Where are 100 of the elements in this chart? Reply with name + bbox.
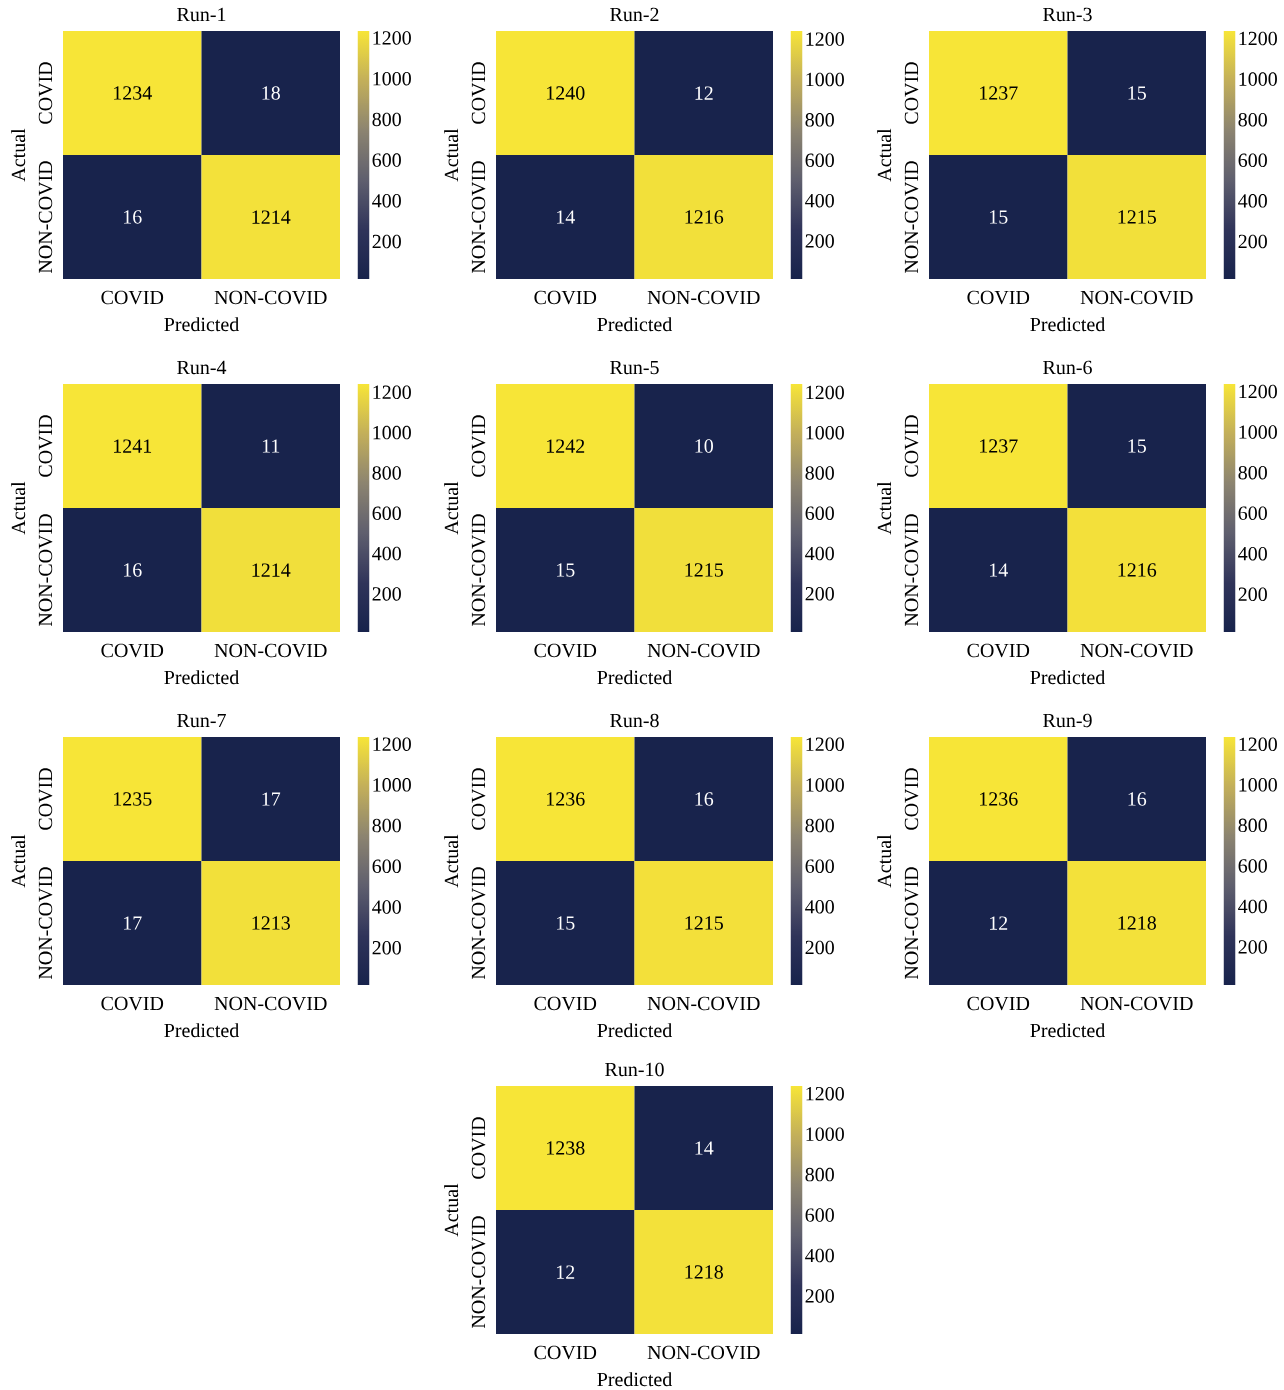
y-axis-title: Actual (877, 481, 892, 535)
x-tick-label: NON-COVID (647, 996, 760, 1011)
color-bar-label: 800 (1238, 112, 1267, 127)
color-bar-label: 400 (1238, 194, 1267, 208)
color-bar-label: 1200 (373, 737, 411, 751)
x-tick-label: NON-COVID (647, 290, 760, 305)
x-axis-title: Predicted (164, 1023, 240, 1038)
color-bar-label: 400 (1238, 546, 1267, 561)
color-bar-label: 1200 (806, 32, 844, 46)
y-axis-title: Actual (444, 481, 459, 535)
color-bar-label: 1200 (806, 1086, 844, 1101)
y-axis-title: Actual (444, 834, 459, 888)
chart-title: Run-10 (605, 1062, 664, 1077)
color-bar-label: 1000 (1239, 72, 1277, 86)
x-axis-title: Predicted (1030, 670, 1106, 685)
x-axis-title: Predicted (164, 317, 240, 332)
color-bar-label: 1200 (373, 385, 411, 400)
x-tick-label: COVID (967, 996, 1030, 1011)
x-tick-label: COVID (534, 290, 597, 305)
color-bar-label: 200 (1238, 940, 1267, 954)
data-label: 15 (990, 210, 1008, 224)
data-label: 16 (695, 792, 714, 806)
data-label: 1237 (980, 86, 1018, 100)
y-tick-label: COVID (471, 768, 486, 830)
color-bar-label: 800 (1238, 818, 1267, 833)
color-bar-label: 800 (372, 112, 401, 127)
color-bar-label: 1000 (806, 425, 844, 440)
color-bar-label: 800 (1238, 465, 1267, 480)
data-label: 1218 (685, 1265, 723, 1279)
color-bar-label: 600 (372, 859, 401, 874)
color-bar-label: 200 (372, 234, 401, 249)
data-label: 1234 (114, 86, 152, 100)
data-label: 11 (262, 439, 280, 453)
color-bar-label: 1000 (373, 71, 411, 86)
y-axis-title: Actual (11, 834, 26, 888)
color-bar-label: 1000 (1239, 425, 1277, 439)
color-bar-label: 1200 (1239, 384, 1277, 399)
y-axis-title: Actual (11, 481, 26, 535)
y-axis-title: Actual (11, 128, 26, 182)
color-bar-label: 1000 (373, 778, 411, 792)
color-bar-label: 1000 (806, 778, 844, 792)
color-bar-label: 200 (805, 940, 834, 955)
y-tick-label: COVID (904, 768, 919, 830)
data-label: 1236 (547, 792, 585, 806)
x-axis-title: Predicted (597, 1372, 673, 1387)
data-label: 17 (262, 792, 281, 806)
x-axis-title: Predicted (597, 670, 673, 685)
data-label: 1214 (252, 210, 291, 224)
x-tick-label: NON-COVID (647, 643, 760, 658)
data-label: 16 (1128, 792, 1147, 806)
color-bar-label: 1000 (1239, 778, 1277, 792)
data-label: 1240 (547, 86, 585, 100)
data-label: 1236 (980, 792, 1018, 806)
y-tick-label: COVID (38, 768, 53, 830)
x-tick-label: COVID (967, 643, 1030, 658)
x-tick-label: COVID (967, 290, 1030, 305)
x-tick-label: NON-COVID (1080, 290, 1193, 305)
color-bar-label: 600 (1238, 859, 1267, 873)
chart-title: Run-7 (177, 713, 226, 728)
x-tick-label: COVID (534, 643, 597, 658)
x-tick-label: NON-COVID (1080, 996, 1193, 1011)
x-axis-title: Predicted (1030, 1023, 1106, 1038)
color-bar-label: 400 (372, 546, 401, 561)
data-label: 1241 (114, 439, 152, 453)
data-label: 12 (695, 86, 713, 100)
color-bar-label: 400 (805, 900, 834, 914)
data-label: 14 (990, 563, 1008, 577)
data-label: 18 (262, 86, 280, 100)
x-tick-label: NON-COVID (214, 643, 327, 658)
color-bar-label: 1200 (1239, 31, 1277, 46)
color-bar-label: 200 (805, 1289, 834, 1303)
color-bar-label: 200 (372, 587, 401, 601)
color-bar-label: 400 (805, 193, 834, 208)
color-bar-label: 800 (372, 818, 401, 833)
data-label: 10 (695, 439, 713, 453)
x-tick-label: NON-COVID (1080, 643, 1193, 658)
color-bar-label: 600 (805, 506, 834, 520)
color-bar-label: 800 (805, 1167, 834, 1182)
x-axis-title: Predicted (597, 1023, 673, 1038)
color-bar-label: 400 (1238, 899, 1267, 914)
data-label: 1213 (252, 916, 290, 930)
data-label: 12 (990, 916, 1008, 930)
y-tick-label: COVID (904, 62, 919, 124)
data-label: 1214 (252, 563, 291, 577)
data-label: 16 (124, 210, 142, 224)
chart-title: Run-4 (177, 360, 227, 375)
color-bar-label: 800 (805, 113, 834, 127)
data-label: 1216 (685, 210, 724, 224)
x-tick-label: COVID (101, 643, 164, 658)
data-label: 1237 (980, 439, 1018, 453)
x-tick-label: COVID (101, 996, 164, 1011)
y-tick-label: COVID (471, 62, 486, 124)
data-label: 1216 (1118, 563, 1157, 577)
color-bar-label: 600 (372, 506, 401, 520)
data-label: 15 (1128, 86, 1146, 100)
color-bar-label: 400 (372, 900, 401, 914)
data-label: 1215 (685, 916, 723, 930)
data-label: 14 (557, 210, 575, 224)
color-bar-label: 600 (805, 859, 834, 873)
chart-title: Run-6 (1043, 360, 1092, 375)
